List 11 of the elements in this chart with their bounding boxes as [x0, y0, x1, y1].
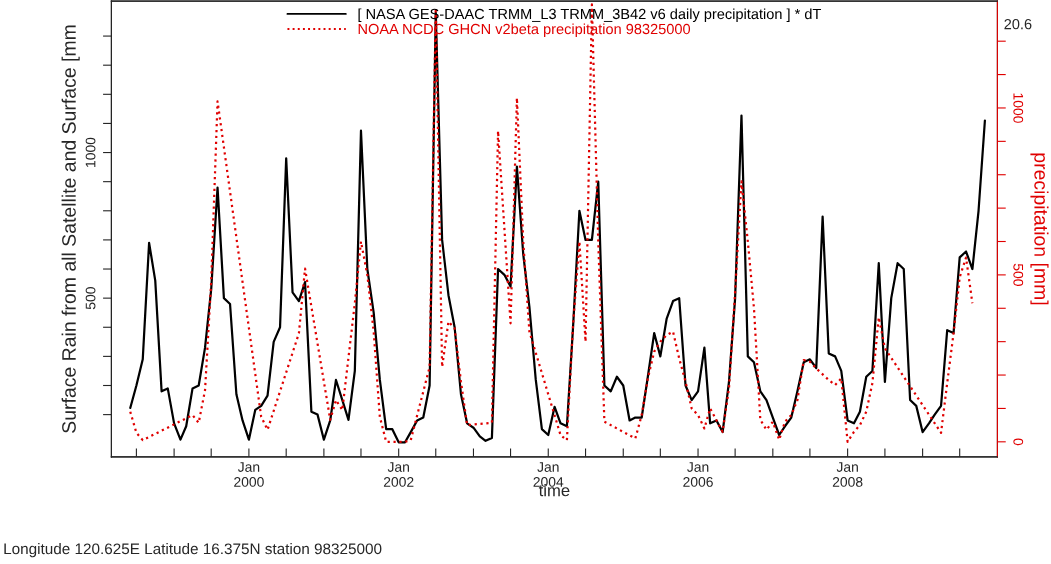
text: Longitude 120.625E Latitude 16.375N station 98325000 [4, 542, 382, 558]
x-tick-label: Jan 2000 [234, 462, 264, 487]
text: 20.6 [1004, 18, 1032, 30]
y2-tick-label: 500 [1013, 263, 1024, 286]
y2-tick-label: 1000 [1013, 93, 1024, 123]
x-tick-label: Jan 2006 [683, 462, 713, 487]
x-tick-label: Jan 2008 [832, 462, 863, 487]
y2-tick-label: 0 [1013, 438, 1024, 446]
y-axis-title: Surface Rain from all Satellite and Surface [mm [61, 25, 80, 433]
x-tick-label: Jan 2002 [383, 462, 414, 487]
y2-axis-title: precipitation [mm] [1030, 153, 1049, 305]
